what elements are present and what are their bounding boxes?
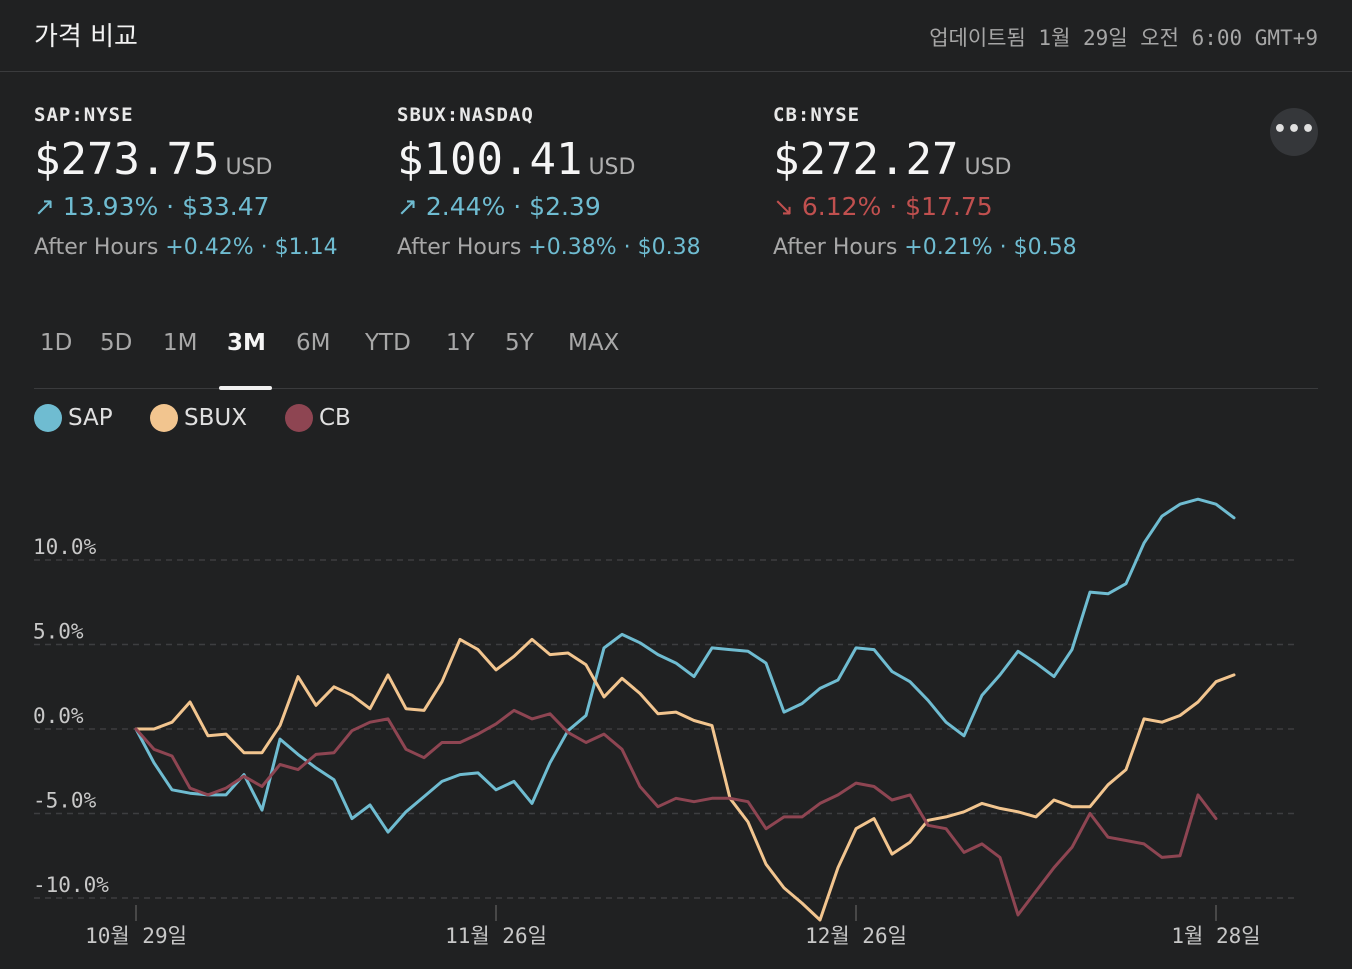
range-tab-max[interactable]: MAX — [568, 330, 620, 356]
trend-up-icon: ↗ — [34, 192, 55, 221]
ticker-currency: USD — [964, 155, 1012, 180]
ticker-card-0[interactable]: SAP:NYSE $273.75 USD ↗ 13.93% · $33.47 Af… — [34, 104, 338, 260]
y-tick-label: -10.0% — [33, 873, 109, 897]
legend-item-cb[interactable]: CB — [285, 404, 351, 432]
y-tick-label: 5.0% — [33, 620, 84, 644]
after-hours-change: +0.21% · $0.58 — [904, 235, 1077, 260]
range-tab-ytd[interactable]: YTD — [365, 330, 411, 356]
ticker-change: 13.93% · $33.47 — [62, 192, 270, 221]
ticker-change: 2.44% · $2.39 — [425, 192, 601, 221]
ticker-symbol: SAP:NYSE — [34, 104, 134, 126]
header-bar: 가격 비교 업데이트됨 1월 29일 오전 6:00 GMT+9 — [0, 0, 1352, 72]
updated-timestamp: 업데이트됨 1월 29일 오전 6:00 GMT+9 — [929, 26, 1318, 50]
after-hours-label: After Hours — [397, 235, 522, 260]
ticker-price: $100.41 — [397, 134, 583, 185]
after-hours-change: +0.38% · $0.38 — [528, 235, 701, 260]
y-tick-label: 10.0% — [33, 535, 97, 559]
x-tick-label: 1월 28일 — [1171, 924, 1260, 948]
ticker-change: 6.12% · $17.75 — [801, 192, 993, 221]
ticker-card-1[interactable]: SBUX:NASDAQ $100.41 USD ↗ 2.44% · $2.39 A… — [397, 104, 701, 260]
range-tab-5d[interactable]: 5D — [100, 330, 133, 356]
trend-up-icon: ↗ — [397, 192, 418, 221]
range-tabs: 1D 5D 1M 3M 6M YTD 1Y 5Y MAX — [34, 330, 1318, 390]
legend-label: CB — [319, 405, 351, 431]
series-line-cb — [134, 708, 1218, 917]
after-hours-change: +0.42% · $1.14 — [165, 235, 338, 260]
legend-label: SAP — [68, 405, 113, 431]
x-tick-label: 11월 26일 — [445, 924, 547, 948]
series-line-sbux — [134, 637, 1236, 922]
ticker-symbol: CB:NYSE — [773, 104, 861, 126]
after-hours-label: After Hours — [34, 235, 159, 260]
legend-dot-icon — [150, 404, 178, 432]
active-range-indicator — [219, 386, 272, 390]
ticker-symbol: SBUX:NASDAQ — [397, 104, 534, 126]
more-icon: ••• — [1272, 117, 1316, 142]
after-hours-label: After Hours — [773, 235, 898, 260]
legend-item-sap[interactable]: SAP — [34, 404, 113, 432]
ticker-price: $273.75 — [34, 134, 220, 185]
ticker-currency: USD — [588, 155, 636, 180]
range-tab-5y[interactable]: 5Y — [505, 330, 534, 356]
y-tick-label: -5.0% — [33, 789, 97, 813]
legend-label: SBUX — [184, 405, 247, 431]
trend-down-icon: ↘ — [773, 192, 794, 221]
legend-item-sbux[interactable]: SBUX — [150, 404, 247, 432]
ticker-currency: USD — [225, 155, 273, 180]
range-tab-1m[interactable]: 1M — [163, 330, 198, 356]
x-tick-label: 12월 26일 — [805, 924, 907, 948]
ticker-price: $272.27 — [773, 134, 959, 185]
ticker-card-2[interactable]: CB:NYSE $272.27 USD ↘ 6.12% · $17.75 Afte… — [773, 104, 1077, 260]
x-tick-label: 10월 29일 — [85, 924, 187, 948]
page-title: 가격 비교 — [34, 22, 138, 52]
range-tab-3m[interactable]: 3M — [227, 330, 266, 356]
legend-dot-icon — [285, 404, 313, 432]
more-options-button[interactable]: ••• — [1270, 108, 1318, 156]
series-line-sap — [134, 497, 1236, 834]
y-tick-label: 0.0% — [33, 704, 84, 728]
range-tab-1y[interactable]: 1Y — [446, 330, 475, 356]
range-tab-1d[interactable]: 1D — [40, 330, 73, 356]
range-tab-6m[interactable]: 6M — [296, 330, 331, 356]
legend-dot-icon — [34, 404, 62, 432]
